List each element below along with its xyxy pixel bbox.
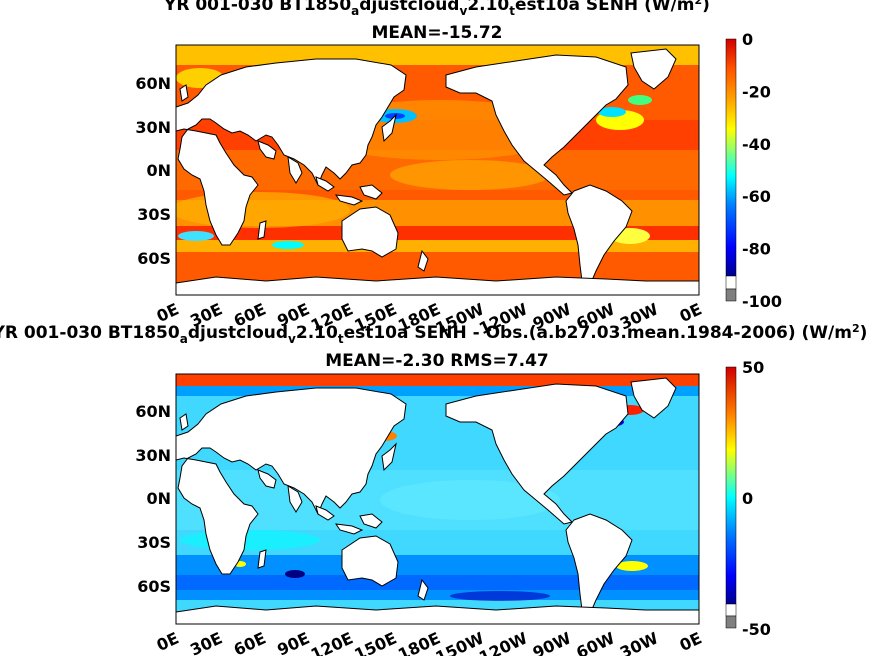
- panel-2-colorbar: 50 0 -50: [725, 358, 771, 639]
- colorbar-tick-label: -60: [742, 187, 771, 206]
- lon-tick-label: 60W: [573, 628, 618, 656]
- lon-tick-label: 0E: [154, 299, 182, 326]
- lat-tick-label: 0N: [146, 489, 171, 508]
- panel-2-map-frame: [175, 373, 700, 625]
- colorbar-tick-label: -80: [742, 240, 771, 259]
- colorbar-tick-label: 0: [742, 489, 753, 508]
- colorbar-tick-label: -50: [742, 620, 771, 639]
- lat-tick-label: 30N: [135, 446, 171, 465]
- panel-1: YR 001-030 BT1850adjustcloudv2.10test10a…: [135, 0, 782, 338]
- panel-1-map: [176, 45, 699, 295]
- panel-1-colorbar: 0 -20 -40 -60 -80 -100: [725, 30, 782, 311]
- panel-2-lat-labels: 60N 30N 0N 30S 60S: [135, 402, 171, 596]
- lon-tick-label: 0E: [154, 628, 182, 655]
- panel-1-title-line1: YR 001-030 BT1850adjustcloudv2.10test10a…: [163, 0, 710, 18]
- lat-tick-label: 60N: [135, 74, 171, 93]
- lon-tick-label: 90E: [274, 628, 312, 656]
- lon-tick-label: 60E: [231, 628, 269, 656]
- lat-tick-label: 60N: [135, 402, 171, 421]
- lon-tick-label: 30E: [187, 628, 225, 656]
- colorbar-tick-label: 50: [742, 358, 764, 377]
- colorbar-tick-label: -20: [742, 82, 771, 101]
- lat-tick-label: 60S: [137, 249, 171, 268]
- colorbar-tick-label: -40: [742, 135, 771, 154]
- panel-2-map: [176, 374, 699, 624]
- lon-tick-label: 90W: [530, 628, 575, 656]
- lon-tick-label: 30W: [617, 628, 662, 656]
- lat-tick-label: 0N: [146, 161, 171, 180]
- colorbar-tick-label: 0: [742, 30, 753, 49]
- colorbar-tick-label: -100: [742, 292, 782, 311]
- panel-1-lat-labels: 60N 30N 0N 30S 60S: [135, 74, 171, 268]
- lat-tick-label: 30S: [137, 533, 171, 552]
- lon-tick-label: 0E: [677, 628, 705, 655]
- panel-2-title-line2: MEAN=-2.30 RMS=7.47: [325, 351, 549, 371]
- panel-1-title-line2: MEAN=-15.72: [372, 23, 503, 43]
- lat-tick-label: 60S: [137, 577, 171, 596]
- lat-tick-label: 30N: [135, 118, 171, 137]
- panel-2: YR 001-030 BT1850adjustcloudv2.10test10a…: [0, 322, 867, 656]
- lon-tick-label: 120E: [308, 628, 356, 656]
- panel-2-title-line1: YR 001-030 BT1850adjustcloudv2.10test10a…: [0, 322, 867, 346]
- lat-tick-label: 30S: [137, 205, 171, 224]
- lon-tick-label: 150E: [351, 628, 399, 656]
- panel-1-map-frame: [175, 44, 700, 296]
- lon-tick-label: 0E: [677, 299, 705, 326]
